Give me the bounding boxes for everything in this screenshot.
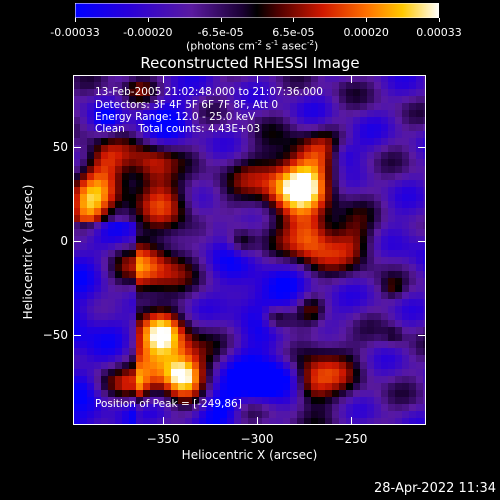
colorbar-tick-label: 0.00020 bbox=[343, 26, 389, 39]
counts-label: Clean Total counts: 4.43E+03 bbox=[95, 123, 261, 135]
colorbar-tick bbox=[75, 18, 76, 22]
plot-border bbox=[73, 75, 426, 425]
chart-title: Reconstructed RHESSI Image bbox=[140, 54, 360, 72]
colorbar-tick-label: -6.5e-05 bbox=[197, 26, 244, 39]
x-tick-label: −350 bbox=[146, 432, 180, 446]
y-axis-label: Heliocentric Y (arcsec) bbox=[21, 184, 35, 320]
colorbar-tick bbox=[220, 18, 222, 22]
colorbar-units: (photons cm-2 s-1 asec-2) bbox=[186, 39, 319, 53]
colorbar-ticks: -0.00033 -0.00020 -6.5e-05 6.5e-05 0.00020 0.… bbox=[0, 0, 500, 60]
detectors-label: Detectors: 3F 4F 5F 6F 7F 8F, Att 0 bbox=[95, 99, 279, 111]
heatmap-image bbox=[73, 75, 430, 425]
x-axis-label: Heliocentric X (arcsec) bbox=[181, 448, 318, 462]
time-range-label: 13-Feb-2005 21:02:48.000 to 21:07:36.000 bbox=[95, 86, 323, 98]
colorbar-tick bbox=[293, 18, 295, 22]
energy-range-label: Energy Range: 12.0 - 25.0 keV bbox=[95, 111, 256, 123]
heatmap-cells bbox=[73, 75, 430, 425]
plot-area bbox=[73, 75, 430, 425]
footer-timestamp: 28-Apr-2022 11:34 bbox=[374, 481, 496, 496]
colorbar-tick-label: -0.00033 bbox=[50, 26, 100, 39]
colorbar-tick bbox=[366, 18, 368, 22]
colorbar-tick bbox=[147, 18, 149, 22]
colorbar-tick-label: 6.5e-05 bbox=[272, 26, 315, 39]
peak-position-label: Position of Peak = [-249,86] bbox=[95, 398, 242, 410]
colorbar-tick-label: 0.00033 bbox=[416, 26, 462, 39]
y-tick-label: 50 bbox=[52, 139, 68, 154]
colorbar-tick-label: -0.00020 bbox=[123, 26, 173, 39]
x-tick-label: −250 bbox=[334, 432, 368, 446]
colorbar-tick bbox=[439, 18, 440, 22]
x-tick-label: −300 bbox=[240, 432, 274, 446]
